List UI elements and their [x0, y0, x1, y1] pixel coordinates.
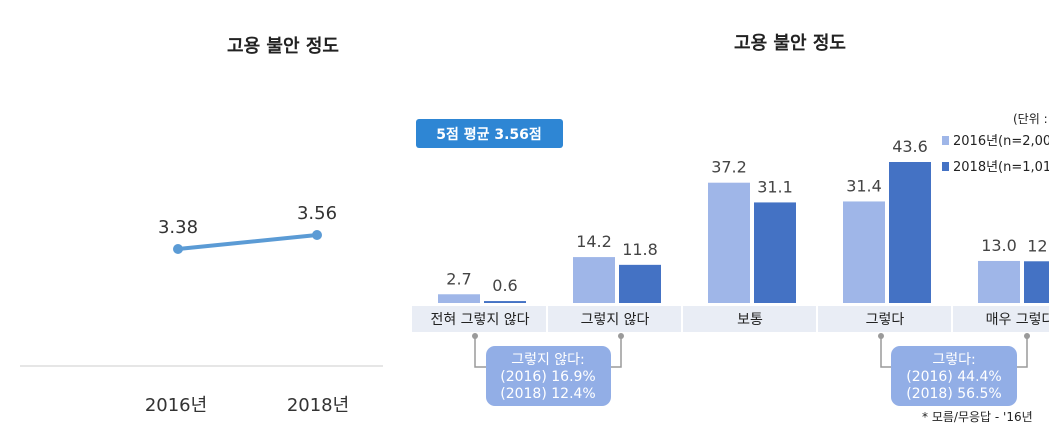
callout-agree-title: 그렇다: [932, 352, 975, 368]
category-band [412, 306, 1049, 332]
bar-value-label: 0.6 [492, 276, 517, 295]
legend: 2016년(n=2,00 2018년(n=1,01 [942, 134, 1049, 175]
callout-disagree-title: 그렇지 않다: [511, 352, 585, 368]
category-label: 보통 [737, 312, 763, 328]
bar-value-label: 11.8 [622, 240, 658, 259]
left-line-chart: 3.38 2016년 3.56 2018년 [145, 203, 349, 416]
bar-value-label: 31.4 [846, 176, 882, 195]
average-badge-label: 5점 평균 3.56점 [436, 126, 542, 143]
line-value-label: 3.38 [158, 217, 198, 238]
average-badge: 5점 평균 3.56점 [416, 119, 563, 148]
bar-2016 [978, 260, 1020, 303]
legend-swatch [942, 136, 949, 145]
bar-value-label: 12.9 [1027, 236, 1049, 255]
line-series [176, 233, 319, 251]
left-chart-title: 고용 불안 정도 [227, 36, 339, 57]
bar-2018 [754, 202, 796, 303]
bar-value-label: 14.2 [576, 232, 612, 251]
bar-2016 [843, 201, 885, 303]
bar-chart: 전혀 그렇지 않다 2.7 0.6 그렇지 않다 14.2 11.8 보통 37.2 31.1 그… [430, 137, 1049, 332]
x-tick-label: 2018년 [287, 395, 349, 416]
line-point-2018년 [312, 230, 322, 240]
line-point-2016년 [173, 244, 183, 254]
callout-agree-2016: (2016) 44.4% [906, 369, 1001, 385]
legend-label: 2018년(n=1,01 [953, 160, 1049, 175]
callout-disagree: 그렇지 않다: (2016) 16.9% (2018) 12.4% [486, 346, 611, 406]
bar-2018 [1024, 261, 1049, 303]
category-label: 그렇지 않다 [581, 312, 650, 328]
callout-connectors [474, 336, 1028, 368]
callout-disagree-2016: (2016) 16.9% [500, 369, 595, 385]
x-tick-label: 2016년 [145, 395, 207, 416]
legend-swatch [942, 162, 949, 171]
callout-agree: 그렇다: (2016) 44.4% (2018) 56.5% [891, 346, 1017, 406]
bar-2018 [889, 162, 931, 303]
right-chart-title: 고용 불안 정도 [734, 33, 846, 54]
bar-2016 [708, 182, 750, 303]
bar-value-label: 13.0 [981, 236, 1017, 255]
line-value-label: 3.56 [297, 203, 337, 224]
bar-2018 [619, 264, 661, 303]
bar-value-label: 37.2 [711, 158, 747, 177]
category-label: 매우 그렇다 [986, 312, 1049, 328]
connector-dots [472, 333, 1030, 339]
bar-2018 [484, 301, 526, 303]
bar-2016 [573, 257, 615, 303]
bar-value-label: 31.1 [757, 177, 793, 196]
callout-agree-2018: (2018) 56.5% [906, 386, 1001, 402]
callout-disagree-2018: (2018) 12.4% [500, 386, 595, 402]
bar-2016 [438, 294, 480, 303]
bar-value-label: 43.6 [892, 137, 928, 156]
bar-value-label: 2.7 [446, 269, 471, 288]
legend-label: 2016년(n=2,00 [953, 134, 1049, 149]
category-label: 전혀 그렇지 않다 [430, 312, 529, 328]
unit-label: (단위 : [1013, 112, 1048, 126]
category-label: 그렇다 [866, 312, 905, 328]
footnote: * 모름/무응답 - '16년 [922, 410, 1033, 424]
